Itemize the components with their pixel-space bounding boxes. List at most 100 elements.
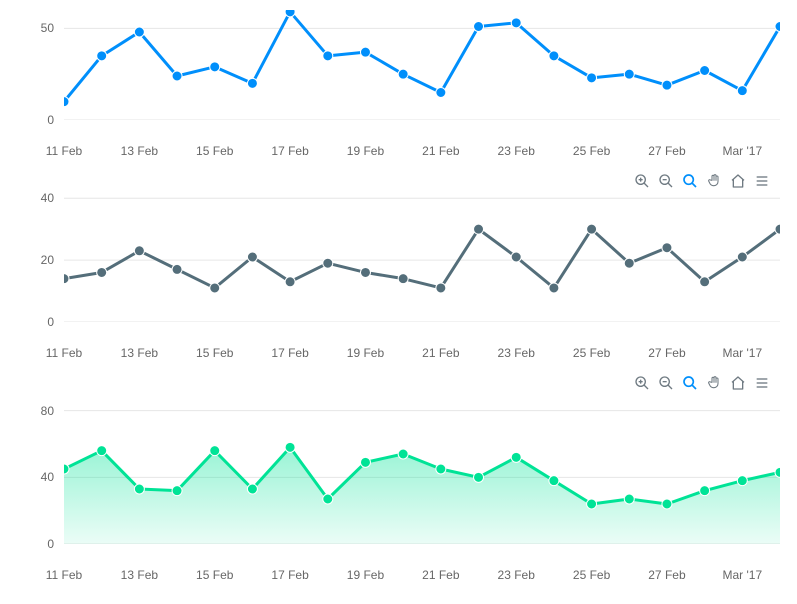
chart-toolbar	[20, 170, 777, 192]
y-tick-label: 20	[41, 253, 54, 267]
data-point[interactable]	[360, 457, 370, 467]
data-point[interactable]	[285, 442, 295, 452]
data-point[interactable]	[172, 71, 182, 81]
data-point[interactable]	[247, 78, 257, 88]
data-point[interactable]	[549, 51, 559, 61]
data-point[interactable]	[436, 283, 446, 293]
data-point[interactable]	[737, 476, 747, 486]
data-point[interactable]	[700, 66, 710, 76]
x-tick-label: 27 Feb	[648, 568, 685, 582]
x-tick-label: 13 Feb	[121, 568, 158, 582]
x-tick-label: 11 Feb	[46, 346, 82, 360]
data-point[interactable]	[587, 224, 597, 234]
data-point[interactable]	[511, 452, 521, 462]
data-point[interactable]	[587, 499, 597, 509]
home-icon[interactable]	[729, 374, 747, 392]
data-point[interactable]	[474, 22, 484, 32]
x-tick-label: 15 Feb	[196, 568, 233, 582]
data-point[interactable]	[172, 486, 182, 496]
x-tick-label: 25 Feb	[573, 144, 610, 158]
zoom-in-icon[interactable]	[633, 172, 651, 190]
data-point[interactable]	[587, 73, 597, 83]
data-point[interactable]	[662, 243, 672, 253]
menu-icon[interactable]	[753, 172, 771, 190]
data-point[interactable]	[210, 62, 220, 72]
data-point[interactable]	[511, 18, 521, 28]
x-axis-labels: 11 Feb13 Feb15 Feb17 Feb19 Feb21 Feb23 F…	[64, 566, 780, 586]
y-tick-label: 0	[47, 315, 54, 329]
x-tick-label: 23 Feb	[498, 346, 535, 360]
zoom-select-icon[interactable]	[681, 172, 699, 190]
data-point[interactable]	[700, 486, 710, 496]
data-point[interactable]	[172, 264, 182, 274]
data-point[interactable]	[775, 22, 780, 32]
data-point[interactable]	[134, 27, 144, 37]
zoom-select-icon[interactable]	[681, 374, 699, 392]
data-point[interactable]	[360, 267, 370, 277]
x-tick-label: Mar '17	[722, 346, 762, 360]
y-axis-labels: 050	[20, 10, 60, 120]
data-point[interactable]	[662, 80, 672, 90]
x-tick-label: 11 Feb	[46, 568, 82, 582]
data-point[interactable]	[210, 283, 220, 293]
x-tick-label: 19 Feb	[347, 346, 384, 360]
data-point[interactable]	[624, 258, 634, 268]
plot-area[interactable]	[64, 10, 780, 120]
data-point[interactable]	[247, 252, 257, 262]
x-tick-label: 21 Feb	[422, 144, 459, 158]
data-point[interactable]	[285, 277, 295, 287]
plot-area[interactable]	[64, 394, 780, 544]
data-point[interactable]	[474, 224, 484, 234]
data-point[interactable]	[64, 274, 69, 284]
y-tick-label: 0	[47, 537, 54, 551]
data-point[interactable]	[737, 86, 747, 96]
y-tick-label: 80	[41, 404, 54, 418]
menu-icon[interactable]	[753, 374, 771, 392]
x-tick-label: 27 Feb	[648, 144, 685, 158]
data-point[interactable]	[398, 449, 408, 459]
data-point[interactable]	[360, 47, 370, 57]
data-point[interactable]	[97, 51, 107, 61]
x-tick-label: 19 Feb	[347, 144, 384, 158]
data-point[interactable]	[134, 246, 144, 256]
data-point[interactable]	[323, 51, 333, 61]
data-point[interactable]	[624, 69, 634, 79]
data-point[interactable]	[323, 258, 333, 268]
data-point[interactable]	[436, 88, 446, 98]
y-tick-label: 40	[41, 191, 54, 205]
x-tick-label: 21 Feb	[422, 568, 459, 582]
zoom-in-icon[interactable]	[633, 374, 651, 392]
data-point[interactable]	[134, 484, 144, 494]
x-tick-label: 17 Feb	[271, 568, 308, 582]
data-point[interactable]	[662, 499, 672, 509]
data-point[interactable]	[398, 69, 408, 79]
y-tick-label: 40	[41, 470, 54, 484]
data-point[interactable]	[97, 446, 107, 456]
data-point[interactable]	[210, 446, 220, 456]
data-point[interactable]	[549, 476, 559, 486]
data-point[interactable]	[737, 252, 747, 262]
data-point[interactable]	[247, 484, 257, 494]
data-point[interactable]	[398, 274, 408, 284]
y-axis-labels: 04080	[20, 394, 60, 544]
x-tick-label: Mar '17	[722, 568, 762, 582]
data-point[interactable]	[511, 252, 521, 262]
data-point[interactable]	[285, 10, 295, 17]
x-tick-label: 23 Feb	[498, 568, 535, 582]
plot-area[interactable]	[64, 192, 780, 322]
zoom-out-icon[interactable]	[657, 374, 675, 392]
data-point[interactable]	[624, 494, 634, 504]
data-point[interactable]	[700, 277, 710, 287]
x-tick-label: 13 Feb	[121, 346, 158, 360]
x-axis-labels: 11 Feb13 Feb15 Feb17 Feb19 Feb21 Feb23 F…	[64, 344, 780, 364]
zoom-out-icon[interactable]	[657, 172, 675, 190]
data-point[interactable]	[549, 283, 559, 293]
home-icon[interactable]	[729, 172, 747, 190]
pan-icon[interactable]	[705, 172, 723, 190]
pan-icon[interactable]	[705, 374, 723, 392]
data-point[interactable]	[436, 464, 446, 474]
data-point[interactable]	[323, 494, 333, 504]
data-point[interactable]	[97, 267, 107, 277]
data-point[interactable]	[474, 472, 484, 482]
x-tick-label: 15 Feb	[196, 144, 233, 158]
